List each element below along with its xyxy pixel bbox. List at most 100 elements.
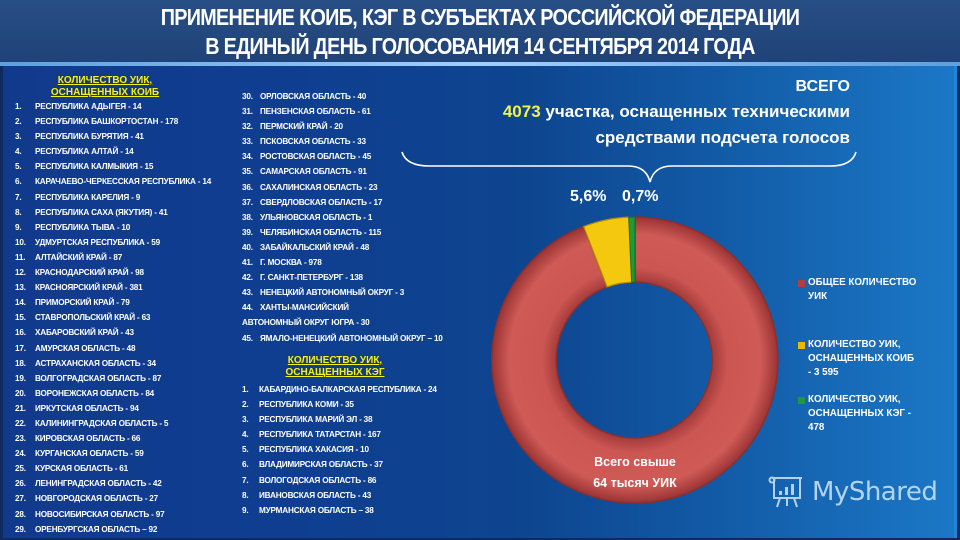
- list-item: 23. КИРОВСКАЯ ОБЛАСТЬ - 66: [15, 434, 141, 444]
- list-item: 31. ПЕНЗЕНСКАЯ ОБЛАСТЬ - 61: [242, 107, 371, 117]
- list-item: 36. САХАЛИНСКАЯ ОБЛАСТЬ - 23: [242, 182, 378, 192]
- list-item: 4. РЕСПУБЛИКА АЛТАЙ - 14: [15, 147, 134, 157]
- donut-chart: [491, 216, 779, 504]
- list-item: 15. СТАВРОПОЛЬСКИЙ КРАЙ - 63: [15, 313, 151, 323]
- legend-item-kag: КОЛИЧЕСТВО УИК, ОСНАЩЕННЫХ КЭГ - 478: [797, 393, 947, 435]
- legend-text: - 3 595: [808, 367, 839, 378]
- list-item: 7. ВОЛОГОДСКАЯ ОБЛАСТЬ - 86: [242, 475, 377, 485]
- koib-heading-line-2: ОСНАЩЕННЫХ КОИБ: [50, 87, 160, 98]
- summary-heading: ВСЕГО: [795, 78, 850, 95]
- list-item: 19. ВОЛГОГРАДСКАЯ ОБЛАСТЬ - 87: [15, 373, 162, 383]
- koib-percent-label: 5,6%: [570, 188, 607, 205]
- koib-list-heading: КОЛИЧЕСТВО УИК, ОСНАЩЕННЫХ КОИБ: [30, 75, 180, 99]
- list-item: 33. ПСКОВСКАЯ ОБЛАСТЬ - 33: [242, 137, 366, 147]
- donut-caption-line-2: 64 тысяч УИК: [593, 476, 677, 490]
- donut-slice-kag: [628, 216, 636, 283]
- kag-list: 1. КАБАРДИНО-БАЛКАРСКАЯ РЕСПУБЛИКА - 24 2…: [242, 382, 437, 518]
- list-item: 7. РЕСПУБЛИКА КАРЕЛИЯ - 9: [15, 192, 141, 202]
- list-item: 21. ИРКУТСКАЯ ОБЛАСТЬ - 94: [15, 403, 139, 413]
- list-item: 3. РЕСПУБЛИКА МАРИЙ ЭЛ - 38: [242, 415, 373, 425]
- donut-caption: Всего свыше 64 тысяч УИК: [575, 452, 695, 494]
- list-item: 5. РЕСПУБЛИКА ХАКАСИЯ - 10: [242, 445, 369, 455]
- list-item: 9. РЕСПУБЛИКА ТЫВА - 10: [15, 222, 131, 232]
- summary-line-1-text: участка, оснащенных техническими: [540, 102, 850, 121]
- list-item: 45. ЯМАЛО-НЕНЕЦКИЙ АВТОНОМНЫЙ ОКРУГ – 10: [242, 333, 443, 343]
- list-item: 42. Г. САНКТ-ПЕТЕРБУРГ - 138: [242, 273, 363, 283]
- title-line-2: В ЕДИНЫЙ ДЕНЬ ГОЛОСОВАНИЯ 14 СЕНТЯБРЯ 20…: [205, 33, 755, 59]
- kag-list-heading: КОЛИЧЕСТВО УИК, ОСНАЩЕННЫХ КЭГ: [265, 355, 405, 379]
- legend-text: КОЛИЧЕСТВО УИК,: [808, 339, 901, 350]
- list-item: 39. ЧЕЛЯБИНСКАЯ ОБЛАСТЬ - 115: [242, 227, 382, 237]
- koib-list-column-1: 1. РЕСПУБЛИКА АДЫГЕЯ - 14 2. РЕСПУБЛИКА БА…: [15, 99, 211, 537]
- legend-swatch-green: [798, 397, 805, 404]
- list-item: 6. ВЛАДИМИРСКАЯ ОБЛАСТЬ - 37: [242, 460, 383, 470]
- list-item: 5. РЕСПУБЛИКА КАЛМЫКИЯ - 15: [15, 162, 154, 172]
- list-item: 13. КРАСНОЯРСКИЙ КРАЙ - 381: [15, 283, 143, 293]
- list-item: 43. НЕНЕЦКИЙ АВТОНОМНЫЙ ОКРУГ - 3: [242, 288, 405, 298]
- kag-percent-label: 0,7%: [622, 188, 659, 205]
- list-item: 11. АЛТАЙСКИЙ КРАЙ - 87: [15, 252, 123, 262]
- legend-swatch-red: [798, 280, 805, 287]
- list-item: 44. ХАНТЫ-МАНСИЙСКИЙ: [242, 303, 349, 313]
- list-item: 24. КУРГАНСКАЯ ОБЛАСТЬ - 59: [15, 449, 144, 459]
- list-item: 26. ЛЕНИНГРАДСКАЯ ОБЛАСТЬ - 42: [15, 479, 162, 489]
- donut-caption-line-1: Всего свыше: [594, 455, 676, 469]
- list-item: 35. САМАРСКАЯ ОБЛАСТЬ - 91: [242, 167, 367, 177]
- list-item: 4. РЕСПУБЛИКА ТАТАРСТАН - 167: [242, 430, 381, 440]
- list-item: 18. АСТРАХАНСКАЯ ОБЛАСТЬ - 34: [15, 358, 156, 368]
- list-item: 32. ПЕРМСКИЙ КРАЙ - 20: [242, 122, 343, 132]
- summary-line-2: средствами подсчета голосов: [595, 128, 850, 147]
- list-item: 9. МУРМАНСКАЯ ОБЛАСТЬ – 38: [242, 505, 374, 515]
- chart-legend: ОБЩЕЕ КОЛИЧЕСТВО УИК КОЛИЧЕСТВО УИК, ОСН…: [797, 276, 947, 453]
- curly-brace-icon: [401, 151, 857, 183]
- list-item: 8. ИВАНОВСКАЯ ОБЛАСТЬ - 43: [242, 490, 372, 500]
- watermark-text: MyShared: [812, 477, 938, 507]
- slide-body: [3, 66, 957, 538]
- legend-text: УИК: [808, 291, 828, 302]
- list-item: 1. РЕСПУБЛИКА АДЫГЕЯ - 14: [15, 102, 142, 111]
- list-item: 34. РОСТОВСКАЯ ОБЛАСТЬ - 45: [242, 152, 372, 162]
- legend-item-total: ОБЩЕЕ КОЛИЧЕСТВО УИК: [797, 276, 947, 304]
- legend-text: ОБЩЕЕ КОЛИЧЕСТВО: [808, 277, 917, 288]
- list-item: 8. РЕСПУБЛИКА САХА (ЯКУТИЯ) - 41: [15, 207, 168, 217]
- list-item: 29. ОРЕНБУРГСКАЯ ОБЛАСТЬ – 92: [15, 524, 158, 534]
- list-item: 10. УДМУРТСКАЯ РЕСПУБЛИКА - 59: [15, 237, 160, 247]
- list-item: 2. РЕСПУБЛИКА БАШКОРТОСТАН - 178: [15, 117, 179, 127]
- summary-line-1: 4073 участка, оснащенных техническими: [503, 99, 850, 125]
- legend-item-koib: КОЛИЧЕСТВО УИК, ОСНАЩЕННЫХ КОИБ - 3 595: [797, 338, 947, 380]
- list-item: 6. КАРАЧАЕВО-ЧЕРКЕССКАЯ РЕСПУБЛИКА - 14: [15, 177, 212, 187]
- list-item: 2. РЕСПУБЛИКА КОМИ - 35: [242, 400, 354, 410]
- donut-slice-total: [491, 216, 779, 504]
- legend-text: ОСНАЩЕННЫХ КОИБ: [808, 353, 915, 364]
- list-item: 20. ВОРОНЕЖСКАЯ ОБЛАСТЬ - 84: [15, 388, 155, 398]
- legend-text: КОЛИЧЕСТВО УИК,: [808, 394, 901, 405]
- kag-heading-line-1: КОЛИЧЕСТВО УИК,: [287, 355, 383, 366]
- list-item: 30. ОРЛОВСКАЯ ОБЛАСТЬ - 40: [242, 92, 367, 101]
- slide-header: ПРИМЕНЕНИЕ КОИБ, КЭГ В СУБЪЕКТАХ РОССИЙС…: [0, 0, 960, 62]
- list-item: 3. РЕСПУБЛИКА БУРЯТИЯ - 41: [15, 132, 144, 142]
- list-item: 25. КУРСКАЯ ОБЛАСТЬ - 61: [15, 464, 129, 474]
- summary-total-number: 4073: [502, 102, 541, 121]
- list-item: 14. ПРИМОРСКИЙ КРАЙ - 79: [15, 298, 130, 308]
- koib-heading-line-1: КОЛИЧЕСТВО УИК,: [57, 75, 153, 86]
- list-item-continuation: АВТОНОМНЫЙ ОКРУГ ЮГРА - 30: [242, 318, 370, 328]
- kag-heading-line-2: ОСНАЩЕННЫХ КЭГ: [285, 367, 385, 378]
- list-item: 1. КАБАРДИНО-БАЛКАРСКАЯ РЕСПУБЛИКА - 24: [242, 385, 437, 394]
- legend-text: ОСНАЩЕННЫХ КЭГ -: [808, 408, 911, 419]
- legend-text: 478: [808, 422, 825, 433]
- summary-block: ВСЕГО 4073 участка, оснащенных техническ…: [503, 75, 850, 151]
- list-item: 40. ЗАБАЙКАЛЬСКИЙ КРАЙ - 48: [242, 242, 370, 252]
- list-item: 17. АМУРСКАЯ ОБЛАСТЬ - 48: [15, 343, 136, 353]
- list-item: 37. СВЕРДЛОВСКАЯ ОБЛАСТЬ - 17: [242, 197, 383, 207]
- presentation-board-icon: [768, 476, 802, 508]
- list-item: 41. Г. МОСКВА - 978: [242, 258, 322, 268]
- title-line-1: ПРИМЕНЕНИЕ КОИБ, КЭГ В СУБЪЕКТАХ РОССИЙС…: [160, 4, 800, 30]
- list-item: 38. УЛЬЯНОВСКАЯ ОБЛАСТЬ - 1: [242, 212, 373, 222]
- list-item: 22. КАЛИНИНГРАДСКАЯ ОБЛАСТЬ - 5: [15, 418, 169, 428]
- list-item: 27. НОВГОРОДСКАЯ ОБЛАСТЬ - 27: [15, 494, 159, 504]
- header-divider: [0, 62, 960, 66]
- list-item: 12. КРАСНОДАРСКИЙ КРАЙ - 98: [15, 268, 144, 278]
- list-item: 16. ХАБАРОВСКИЙ КРАЙ - 43: [15, 328, 134, 338]
- myshared-watermark: MyShared: [768, 474, 938, 510]
- list-item: 28. НОВОСИБИРСКАЯ ОБЛАСТЬ - 97: [15, 509, 165, 519]
